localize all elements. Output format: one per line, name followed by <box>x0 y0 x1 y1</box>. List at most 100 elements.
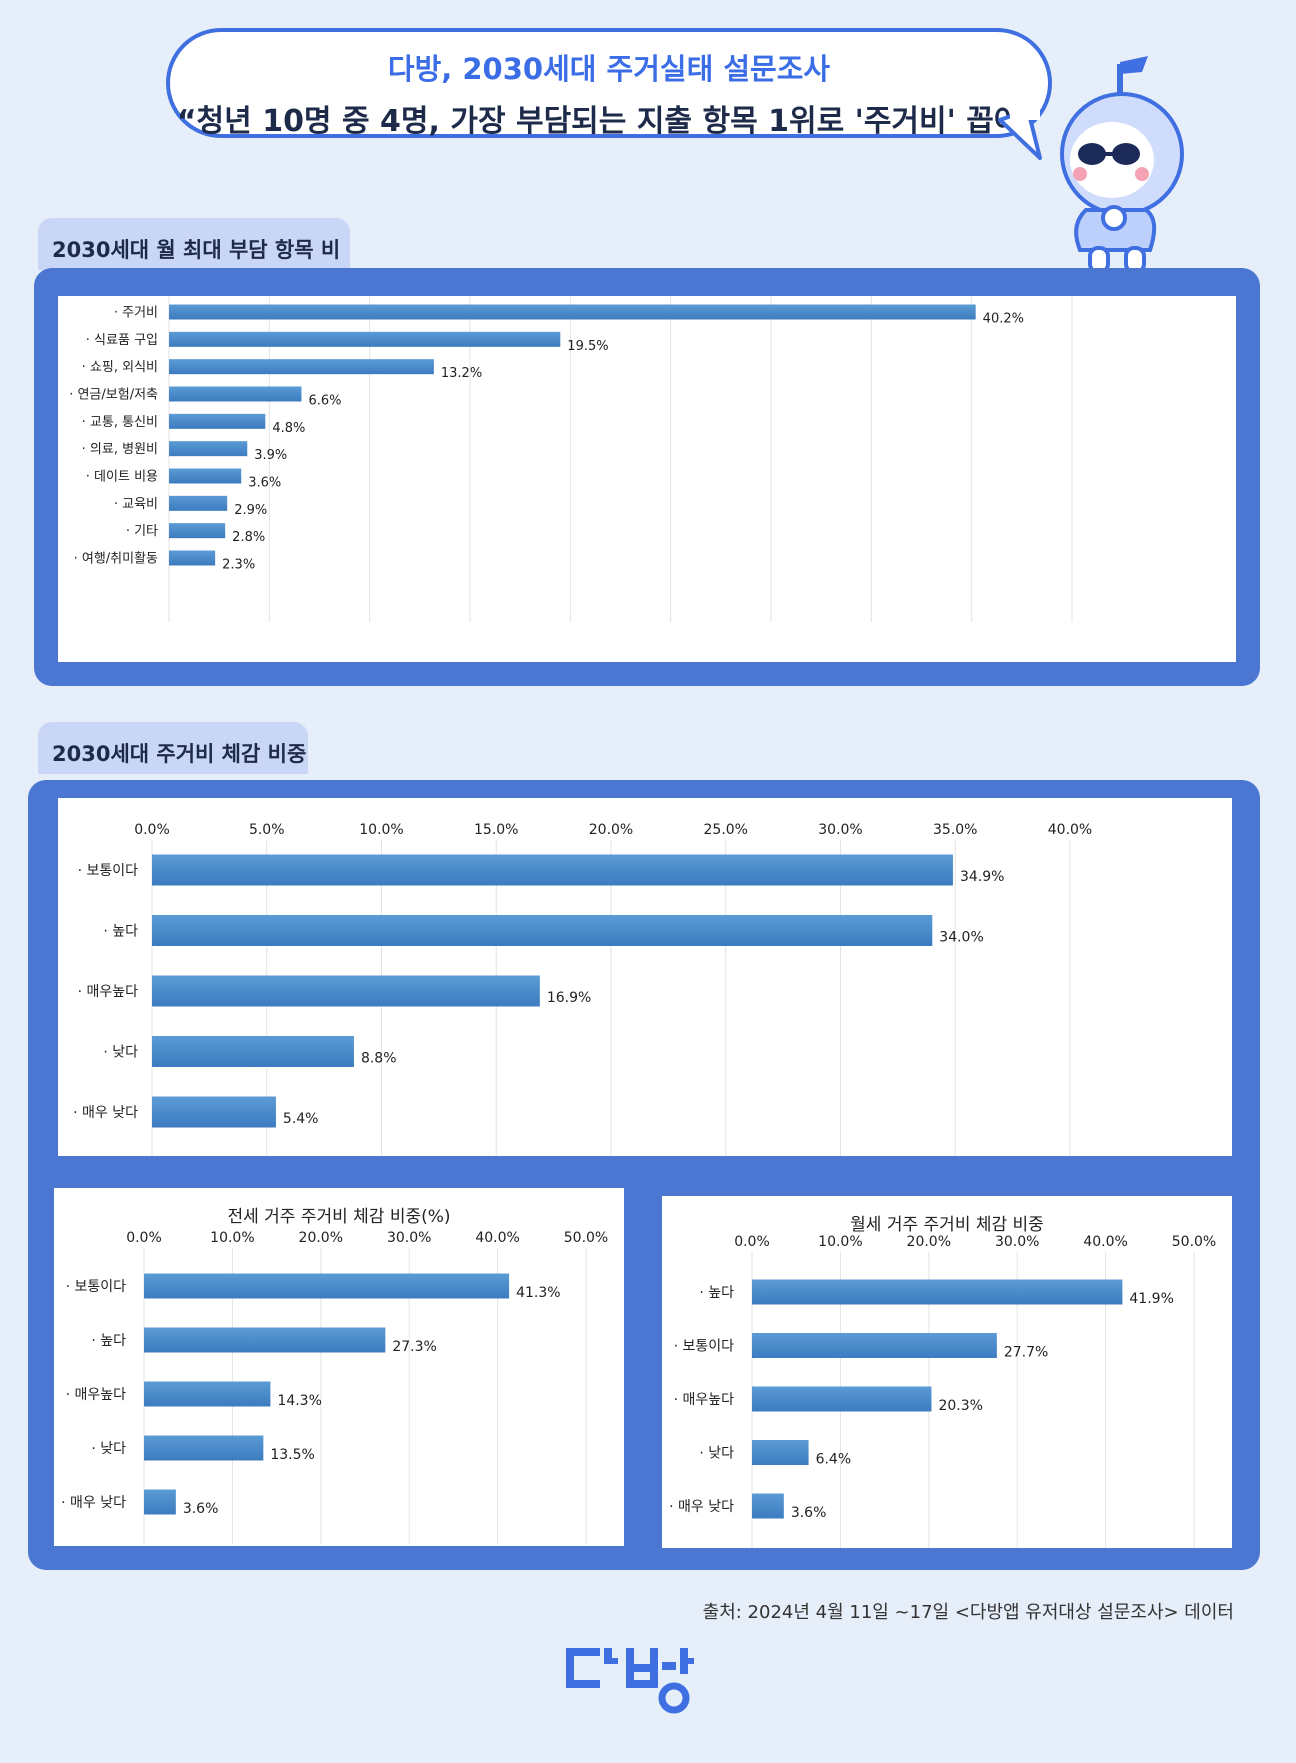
burden-chart: 0.0%5.0%10.0%15.0%20.0%25.0%30.0%35.0%40… <box>69 273 1093 622</box>
category-label: · 연금/보험/저축 <box>69 388 158 403</box>
bar <box>752 1333 997 1358</box>
x-tick-label: 20.0% <box>589 822 633 838</box>
value-label: 3.6% <box>791 1505 827 1521</box>
category-label: · 의료, 병원비 <box>82 442 158 457</box>
value-label: 3.9% <box>254 448 287 463</box>
wolse-chart-panel: 월세 거주 주거비 체감 비중 0.0% 10.0% 20.0% 30.0% 40.0%… <box>662 1196 1232 1548</box>
value-label: 19.5% <box>567 339 608 354</box>
logo-text: 다방 <box>560 1640 562 1641</box>
x-tick-label: 0.0% <box>126 1230 162 1246</box>
x-tick-label: 50.0% <box>1172 1234 1216 1250</box>
bar <box>169 331 561 347</box>
category-label: · 교육비 <box>114 497 158 512</box>
value-label: 41.3% <box>516 1285 560 1301</box>
bar <box>144 1327 386 1353</box>
source-note: 출처: 2024년 4월 11일 ~17일 <다방앱 유저대상 설문조사> 데이… <box>702 1602 1234 1623</box>
bar <box>169 495 228 511</box>
category-label: · 데이트 비용 <box>86 470 158 485</box>
mascot-character <box>1060 56 1184 274</box>
x-tick-label: 35.0% <box>933 822 977 838</box>
jeonse-chart-panel: 전세 거주 주거비 체감 비중(%) 0.0% 10.0% 20.0% 30.0% 40… <box>54 1188 624 1546</box>
bar <box>169 413 266 429</box>
header-title: 다방, 2030세대 주거실태 설문조사 <box>387 52 831 86</box>
burden-section-tab: 2030세대 월 최대 부담 항목 비중 <box>38 218 350 292</box>
bar <box>144 1489 176 1515</box>
value-label: 20.3% <box>938 1398 982 1414</box>
value-label: 3.6% <box>248 476 281 491</box>
x-tick-label: 40.0% <box>475 1230 519 1246</box>
category-label: · 보통이다 <box>78 863 139 879</box>
x-tick-label: 25.0% <box>704 822 748 838</box>
perception-section-tab: 2030세대 주거비 체감 비중 <box>38 722 308 774</box>
x-tick-label: 10.0% <box>210 1230 254 1246</box>
value-label: 2.8% <box>232 530 265 545</box>
bar <box>152 1036 354 1067</box>
bar <box>144 1273 510 1299</box>
jeonse-chart-title: 전세 거주 주거비 체감 비중(%) <box>227 1207 451 1227</box>
jeonse-chart: 0.0% 10.0% 20.0% 30.0% 40.0% 50.0% · 보통이다 41.3%… <box>61 1230 608 1544</box>
category-label: · 기타 <box>126 524 158 539</box>
category-label: · 낮다 <box>103 1044 138 1060</box>
value-label: 6.4% <box>816 1451 852 1467</box>
value-label: 27.3% <box>392 1339 436 1355</box>
category-label: · 매우 낮다 <box>669 1499 734 1515</box>
bar <box>152 975 540 1007</box>
category-label: · 매우높다 <box>674 1392 735 1408</box>
value-label: 2.9% <box>234 503 267 518</box>
bar <box>169 359 434 375</box>
x-tick-label: 30.0% <box>818 822 862 838</box>
x-tick-label: 0.0% <box>134 822 170 838</box>
bar <box>169 468 242 484</box>
bar <box>169 441 248 457</box>
x-tick-label: 50.0% <box>564 1230 608 1246</box>
category-label: · 보통이다 <box>66 1279 127 1295</box>
bar <box>152 1096 276 1128</box>
bar <box>144 1435 264 1461</box>
bar <box>169 550 216 566</box>
value-label: 8.8% <box>361 1050 397 1066</box>
category-label: · 주거비 <box>114 306 158 321</box>
bar <box>752 1386 932 1412</box>
category-label: · 매우높다 <box>66 1387 127 1403</box>
wolse-chart-title: 월세 거주 주거비 체감 비중 <box>850 1215 1044 1235</box>
x-tick-label: 10.0% <box>818 1234 862 1250</box>
x-tick-label: 0.0% <box>734 1234 770 1250</box>
value-label: 34.9% <box>960 869 1004 885</box>
category-label: · 매우높다 <box>78 984 139 1000</box>
value-label: 5.4% <box>283 1111 319 1127</box>
value-label: 13.2% <box>441 366 482 381</box>
x-tick-label: 5.0% <box>249 822 285 838</box>
bar <box>169 523 226 539</box>
category-label: · 매우 낮다 <box>61 1495 126 1511</box>
value-label: 4.8% <box>272 421 305 436</box>
bar <box>144 1381 271 1407</box>
category-label: · 높다 <box>699 1285 734 1301</box>
bubble-tail <box>998 104 1042 160</box>
category-label: · 보통이다 <box>674 1338 735 1354</box>
x-tick-label: 40.0% <box>1048 822 1092 838</box>
category-label: · 식료품 구입 <box>86 333 158 348</box>
category-label: · 쇼핑, 외식비 <box>82 360 158 375</box>
category-label: · 높다 <box>103 923 138 939</box>
bar <box>752 1440 809 1465</box>
x-tick-label: 15.0% <box>474 822 518 838</box>
header-bubble: 다방, 2030세대 주거실태 설문조사 “청년 10명 중 4명, 가장 부담… <box>166 28 1052 139</box>
bar <box>152 915 933 946</box>
category-label: · 낮다 <box>699 1445 734 1461</box>
perception-chart-panel: 0.0% 5.0% 10.0% 15.0% 20.0% 25.0% 30.0% 35.0% 40… <box>58 798 1232 1158</box>
wolse-chart: 0.0% 10.0% 20.0% 30.0% 40.0% 50.0% · 높다 41.9% · … <box>669 1234 1216 1548</box>
x-tick-label: 20.0% <box>907 1234 951 1250</box>
value-label: 3.6% <box>183 1501 219 1517</box>
value-label: 27.7% <box>1004 1344 1048 1360</box>
bar <box>752 1279 1123 1305</box>
value-label: 41.9% <box>1129 1291 1173 1307</box>
bar <box>169 386 302 402</box>
value-label: 6.6% <box>308 394 341 409</box>
category-label: · 낮다 <box>91 1441 126 1457</box>
header-quote: “청년 10명 중 4명, 가장 부담되는 지출 항목 1위로 '주거비' 꼽아… <box>176 104 1042 139</box>
value-label: 13.5% <box>270 1447 314 1463</box>
bar <box>169 304 976 320</box>
x-tick-label: 20.0% <box>299 1230 343 1246</box>
x-tick-label: 30.0% <box>995 1234 1039 1250</box>
